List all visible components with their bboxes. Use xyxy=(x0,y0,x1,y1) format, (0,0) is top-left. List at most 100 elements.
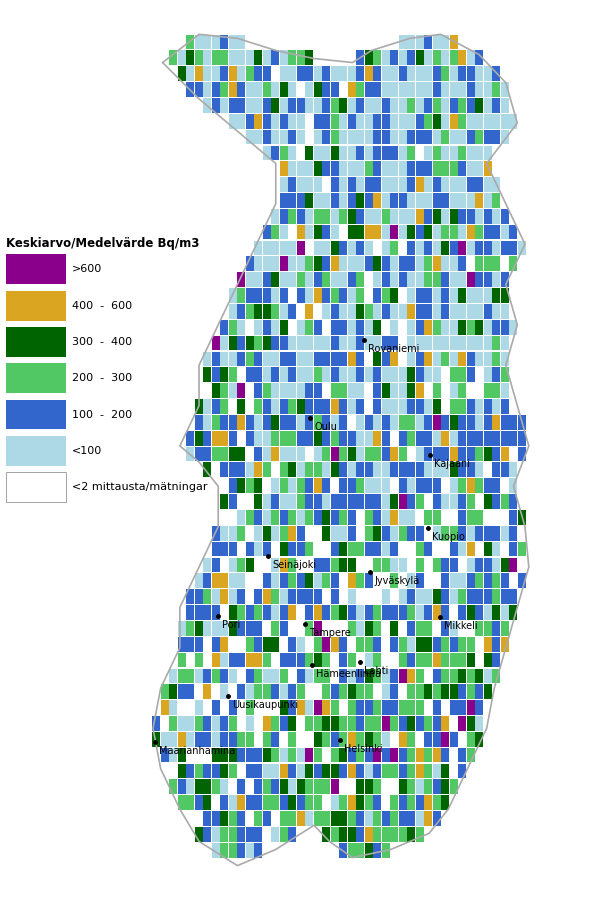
Bar xyxy=(407,225,415,240)
Bar xyxy=(458,462,466,478)
Bar xyxy=(484,430,492,446)
Bar xyxy=(348,383,356,398)
Bar xyxy=(433,400,441,414)
Bar xyxy=(297,82,305,97)
Bar xyxy=(229,779,237,794)
Bar xyxy=(348,462,356,478)
Bar xyxy=(467,447,475,461)
Bar xyxy=(280,637,288,652)
Bar xyxy=(433,716,441,731)
Bar xyxy=(373,209,381,223)
Bar xyxy=(339,241,347,255)
Bar xyxy=(203,732,211,746)
Bar xyxy=(288,272,296,287)
Bar xyxy=(458,162,466,176)
Bar xyxy=(399,479,407,493)
Bar xyxy=(356,66,364,81)
Bar xyxy=(416,479,424,493)
Bar xyxy=(399,98,407,113)
Bar xyxy=(297,732,305,746)
Bar xyxy=(416,162,424,176)
Bar xyxy=(203,351,211,366)
Bar xyxy=(297,621,305,636)
Bar xyxy=(467,605,475,620)
Bar xyxy=(314,351,322,366)
Bar xyxy=(288,542,296,557)
Bar xyxy=(501,288,509,303)
Bar xyxy=(356,51,364,65)
Bar xyxy=(475,415,483,429)
Bar xyxy=(382,605,390,620)
Bar xyxy=(441,82,449,97)
Bar xyxy=(441,51,449,65)
Bar xyxy=(229,51,237,65)
Bar xyxy=(492,589,500,604)
Bar xyxy=(305,605,313,620)
Bar xyxy=(475,320,483,334)
Bar xyxy=(297,542,305,557)
Bar xyxy=(441,668,449,683)
Bar xyxy=(254,51,262,65)
Bar xyxy=(373,795,381,810)
Bar xyxy=(424,272,432,287)
Bar xyxy=(424,288,432,303)
Bar xyxy=(220,795,228,810)
Bar xyxy=(288,368,296,382)
Bar xyxy=(331,98,339,113)
Bar xyxy=(373,779,381,794)
Bar xyxy=(390,256,398,271)
Bar xyxy=(433,479,441,493)
Bar xyxy=(229,304,237,319)
Bar xyxy=(382,256,390,271)
Bar xyxy=(271,510,279,525)
Bar xyxy=(399,51,407,65)
Bar xyxy=(271,383,279,398)
Bar xyxy=(212,795,220,810)
Bar xyxy=(424,700,432,715)
Bar xyxy=(331,82,339,97)
Bar xyxy=(450,51,458,65)
Bar xyxy=(509,430,517,446)
Bar xyxy=(229,510,237,525)
Bar xyxy=(322,510,330,525)
Bar xyxy=(203,621,211,636)
Bar xyxy=(492,479,500,493)
Bar xyxy=(203,82,211,97)
Bar xyxy=(382,351,390,366)
Bar xyxy=(458,177,466,192)
Bar xyxy=(288,130,296,144)
Bar xyxy=(314,605,322,620)
Bar xyxy=(339,668,347,683)
Bar xyxy=(484,447,492,461)
Bar xyxy=(339,304,347,319)
Bar xyxy=(331,795,339,810)
Bar xyxy=(305,748,313,763)
Bar xyxy=(229,542,237,557)
Text: Oulu: Oulu xyxy=(314,422,337,432)
Bar xyxy=(322,494,330,508)
Bar xyxy=(424,795,432,810)
Bar xyxy=(237,653,245,667)
Bar xyxy=(229,827,237,842)
Bar xyxy=(280,130,288,144)
Bar xyxy=(263,732,271,746)
Bar xyxy=(212,843,220,857)
Bar xyxy=(475,209,483,223)
Bar xyxy=(254,574,262,588)
Bar xyxy=(433,526,441,540)
Bar xyxy=(382,272,390,287)
Bar xyxy=(339,256,347,271)
Bar xyxy=(373,637,381,652)
Bar xyxy=(229,653,237,667)
Bar xyxy=(475,430,483,446)
Bar xyxy=(356,351,364,366)
Bar xyxy=(305,51,313,65)
Bar xyxy=(458,114,466,129)
Bar xyxy=(246,415,254,429)
Bar xyxy=(458,351,466,366)
Bar xyxy=(288,685,296,699)
Bar xyxy=(475,288,483,303)
Bar xyxy=(186,685,194,699)
Bar xyxy=(280,700,288,715)
Bar xyxy=(263,510,271,525)
